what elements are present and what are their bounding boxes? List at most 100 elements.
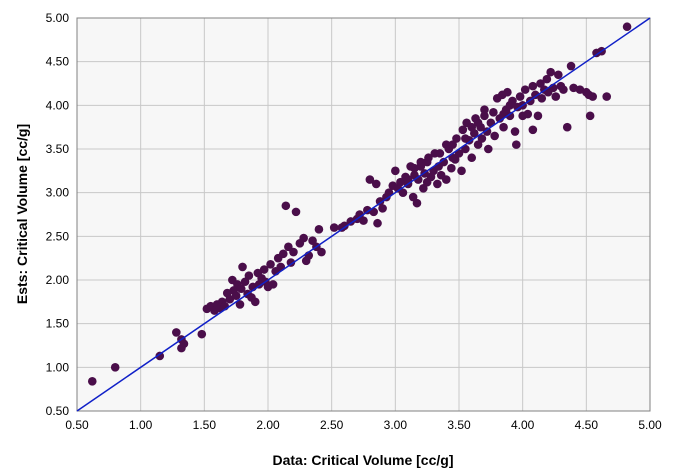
data-point <box>473 118 483 128</box>
x-tick-label: 2.00 <box>256 418 280 432</box>
data-point <box>499 122 508 132</box>
x-tick-label: 2.50 <box>320 418 344 432</box>
data-point <box>238 262 247 272</box>
data-point <box>329 223 339 232</box>
data-point <box>447 163 456 173</box>
y-tick-label: 1.00 <box>46 360 70 374</box>
data-point <box>531 90 540 100</box>
data-point <box>419 184 428 193</box>
data-point <box>533 111 543 121</box>
data-point <box>398 188 408 197</box>
points-layer <box>87 22 632 386</box>
data-point <box>340 221 349 231</box>
data-point <box>155 351 165 361</box>
data-point <box>197 329 207 339</box>
data-point <box>373 218 382 228</box>
data-point <box>355 210 364 219</box>
data-point <box>365 175 375 184</box>
data-point <box>172 328 181 337</box>
data-point <box>510 127 520 136</box>
x-tick-labels: 0.50 1.00 1.50 2.00 2.50 3.00 3.50 4.00 4.50 5.00 <box>65 418 662 432</box>
data-point <box>317 247 326 257</box>
data-point <box>410 163 419 173</box>
data-point <box>452 134 461 143</box>
data-point <box>422 157 432 167</box>
data-point <box>359 216 368 225</box>
data-point <box>473 140 483 149</box>
plot-frame <box>76 17 651 412</box>
data-point <box>378 204 387 213</box>
y-tick-label: 2.50 <box>46 229 70 243</box>
data-point <box>536 79 545 88</box>
data-point <box>467 122 477 132</box>
data-point <box>236 284 246 294</box>
data-point <box>286 258 296 267</box>
x-tick-label: 1.50 <box>193 418 217 432</box>
data-point <box>433 179 442 189</box>
data-point <box>244 271 254 280</box>
x-tick-label: 4.00 <box>511 418 535 432</box>
y-tick-label: 3.00 <box>46 186 70 200</box>
x-tick-label: 4.50 <box>575 418 599 432</box>
x-tick-label: 1.00 <box>129 418 153 432</box>
y-tick-labels: 0.50 1.00 1.50 2.00 2.50 3.00 3.50 4.00 4.50 5.00 <box>46 11 70 418</box>
x-tick-label: 0.50 <box>65 418 89 432</box>
data-point <box>602 92 612 101</box>
data-point <box>520 85 530 94</box>
data-point <box>413 175 423 184</box>
y-tick-label: 0.50 <box>46 404 70 418</box>
data-point <box>546 67 555 77</box>
data-point <box>408 192 418 202</box>
data-point <box>435 149 445 158</box>
data-point <box>528 81 538 91</box>
data-point <box>512 140 521 149</box>
data-point <box>480 111 489 121</box>
data-point <box>551 92 561 101</box>
x-axis-title: Data: Critical Volume [cc/g] <box>272 452 453 468</box>
data-point <box>585 111 595 121</box>
y-tick-label: 2.00 <box>46 273 70 287</box>
data-point <box>622 22 632 32</box>
x-tick-label: 3.50 <box>447 418 471 432</box>
data-point <box>458 125 468 135</box>
data-point <box>503 87 512 97</box>
y-tick-label: 1.50 <box>46 317 70 331</box>
data-point <box>518 111 527 121</box>
data-point <box>559 85 568 94</box>
data-point <box>375 197 385 206</box>
data-point <box>281 201 291 211</box>
y-tick-label: 3.50 <box>46 142 70 156</box>
data-point <box>439 157 449 167</box>
data-point <box>268 280 278 289</box>
data-point <box>588 92 597 101</box>
data-point <box>515 92 525 101</box>
data-point <box>480 105 489 114</box>
data-point <box>240 277 250 287</box>
x-tick-label: 3.00 <box>384 418 408 432</box>
data-point <box>490 131 499 141</box>
data-point <box>110 363 120 372</box>
data-point <box>537 94 547 103</box>
data-point <box>483 144 493 154</box>
data-point <box>231 291 241 301</box>
y-axis-title: Ests: Critical Volume [cc/g] <box>14 124 30 304</box>
data-point <box>250 297 260 307</box>
data-point <box>505 101 515 110</box>
data-point <box>562 122 572 132</box>
data-point <box>448 140 457 149</box>
data-point <box>259 265 269 274</box>
data-point <box>291 207 301 217</box>
data-point <box>482 127 492 136</box>
data-point <box>489 108 498 117</box>
data-point <box>467 153 477 163</box>
data-point <box>235 300 245 309</box>
data-point <box>308 236 317 245</box>
data-point <box>87 377 97 386</box>
data-point <box>441 140 451 149</box>
data-point <box>225 294 235 304</box>
y-tick-label: 5.00 <box>46 11 70 25</box>
data-point <box>528 125 538 135</box>
data-point <box>554 70 563 80</box>
data-point <box>477 134 487 143</box>
